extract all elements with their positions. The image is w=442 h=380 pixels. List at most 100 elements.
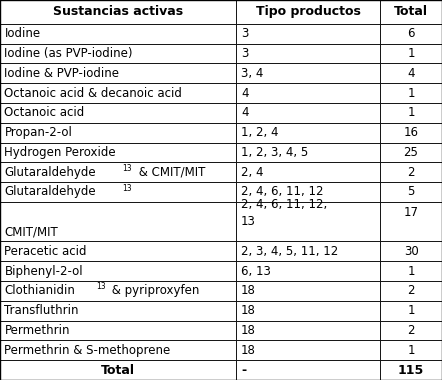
Text: & pyriproxyfen: & pyriproxyfen	[108, 285, 200, 298]
Bar	[236, 261, 380, 281]
Text: Biphenyl-2-ol: Biphenyl-2-ol	[4, 264, 83, 278]
Text: 5: 5	[408, 185, 415, 198]
Bar	[380, 63, 442, 83]
Text: 13: 13	[122, 184, 132, 193]
Text: Propan-2-ol: Propan-2-ol	[4, 126, 72, 139]
Bar	[380, 142, 442, 162]
Text: 3: 3	[241, 47, 248, 60]
Text: 1, 2, 4: 1, 2, 4	[241, 126, 278, 139]
Bar	[236, 142, 380, 162]
Bar	[236, 44, 380, 63]
Bar	[380, 182, 442, 202]
Bar	[0, 83, 236, 103]
Text: 13: 13	[96, 282, 106, 291]
Text: 18: 18	[241, 285, 256, 298]
Text: CMIT/MIT: CMIT/MIT	[4, 225, 58, 238]
Text: Octanoic acid: Octanoic acid	[4, 106, 85, 119]
Bar	[236, 321, 380, 340]
Bar	[0, 301, 236, 321]
Text: 3, 4: 3, 4	[241, 67, 263, 80]
Bar	[0, 241, 236, 261]
Text: Iodine: Iodine	[4, 27, 41, 40]
Bar	[380, 202, 442, 241]
Bar	[0, 103, 236, 123]
Text: Glutaraldehyde: Glutaraldehyde	[4, 185, 96, 198]
Text: Glutaraldehyde: Glutaraldehyde	[4, 166, 96, 179]
Bar	[0, 142, 236, 162]
Text: Iodine & PVP-iodine: Iodine & PVP-iodine	[4, 67, 119, 80]
Text: 3: 3	[241, 27, 248, 40]
Text: 1: 1	[408, 106, 415, 119]
Bar	[380, 24, 442, 44]
Bar	[0, 44, 236, 63]
Bar	[0, 123, 236, 142]
Bar	[236, 83, 380, 103]
Text: Peracetic acid: Peracetic acid	[4, 245, 87, 258]
Bar	[0, 261, 236, 281]
Bar	[0, 0, 236, 24]
Text: 6: 6	[408, 27, 415, 40]
Bar	[380, 123, 442, 142]
Text: 18: 18	[241, 304, 256, 317]
Bar	[236, 162, 380, 182]
Text: Permethrin & S-methoprene: Permethrin & S-methoprene	[4, 344, 171, 357]
Bar	[380, 340, 442, 360]
Bar	[380, 83, 442, 103]
Text: Iodine (as PVP-iodine): Iodine (as PVP-iodine)	[4, 47, 133, 60]
Bar	[0, 340, 236, 360]
Bar	[380, 360, 442, 380]
Text: 115: 115	[398, 364, 424, 377]
Bar	[236, 340, 380, 360]
Text: 2: 2	[408, 285, 415, 298]
Text: 2, 3, 4, 5, 11, 12: 2, 3, 4, 5, 11, 12	[241, 245, 338, 258]
Text: 1: 1	[408, 264, 415, 278]
Text: 4: 4	[241, 106, 248, 119]
Bar	[380, 261, 442, 281]
Bar	[0, 63, 236, 83]
Text: 6, 13: 6, 13	[241, 264, 271, 278]
Text: 16: 16	[404, 126, 419, 139]
Text: 1: 1	[408, 344, 415, 357]
Bar	[236, 241, 380, 261]
Bar	[0, 360, 236, 380]
Text: Tipo productos: Tipo productos	[256, 5, 361, 18]
Bar	[380, 241, 442, 261]
Bar	[236, 0, 380, 24]
Bar	[236, 24, 380, 44]
Bar	[380, 103, 442, 123]
Text: 1: 1	[408, 304, 415, 317]
Text: Permethrin: Permethrin	[4, 324, 70, 337]
Text: 13: 13	[122, 164, 132, 173]
Text: Sustancias activas: Sustancias activas	[53, 5, 183, 18]
Text: 2: 2	[408, 324, 415, 337]
Text: 30: 30	[404, 245, 419, 258]
Text: Hydrogen Peroxide: Hydrogen Peroxide	[4, 146, 116, 159]
Text: 18: 18	[241, 324, 256, 337]
Bar	[380, 162, 442, 182]
Bar	[236, 301, 380, 321]
Bar	[380, 44, 442, 63]
Bar	[236, 360, 380, 380]
Text: Octanoic acid & decanoic acid: Octanoic acid & decanoic acid	[4, 87, 182, 100]
Text: 1: 1	[408, 87, 415, 100]
Text: 1, 2, 3, 4, 5: 1, 2, 3, 4, 5	[241, 146, 308, 159]
Text: 4: 4	[241, 87, 248, 100]
Text: Total: Total	[394, 5, 428, 18]
Text: & CMIT/MIT: & CMIT/MIT	[135, 166, 206, 179]
Text: Total: Total	[101, 364, 135, 377]
Text: 2, 4, 6, 11, 12,
13: 2, 4, 6, 11, 12, 13	[241, 198, 327, 228]
Bar	[0, 281, 236, 301]
Text: 1: 1	[408, 47, 415, 60]
Text: 2, 4: 2, 4	[241, 166, 263, 179]
Bar	[380, 0, 442, 24]
Bar	[236, 63, 380, 83]
Bar	[236, 202, 380, 241]
Bar	[236, 103, 380, 123]
Bar	[236, 182, 380, 202]
Bar	[380, 301, 442, 321]
Text: 4: 4	[408, 67, 415, 80]
Text: 17: 17	[404, 206, 419, 220]
Bar	[0, 202, 236, 241]
Text: 18: 18	[241, 344, 256, 357]
Text: -: -	[241, 364, 246, 377]
